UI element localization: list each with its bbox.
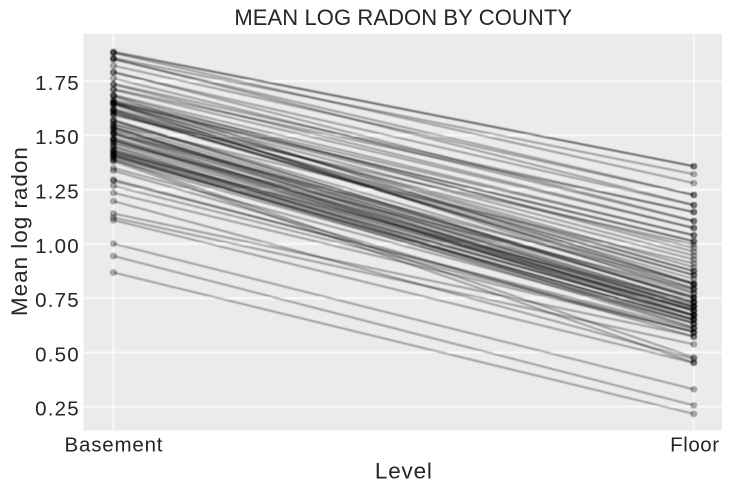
svg-text:1.00: 1.00 [35,235,79,258]
svg-text:Level: Level [375,459,432,484]
svg-text:0.75: 0.75 [35,289,79,312]
svg-text:MEAN LOG RADON BY COUNTY: MEAN LOG RADON BY COUNTY [234,5,572,30]
svg-text:0.25: 0.25 [35,398,79,421]
svg-text:Basement: Basement [65,433,163,456]
svg-text:Mean log radon: Mean log radon [7,147,32,316]
svg-text:1.25: 1.25 [35,181,79,204]
svg-text:1.75: 1.75 [35,72,79,95]
svg-text:0.50: 0.50 [35,343,79,366]
svg-text:1.50: 1.50 [35,126,79,149]
svg-text:Floor: Floor [670,433,719,456]
